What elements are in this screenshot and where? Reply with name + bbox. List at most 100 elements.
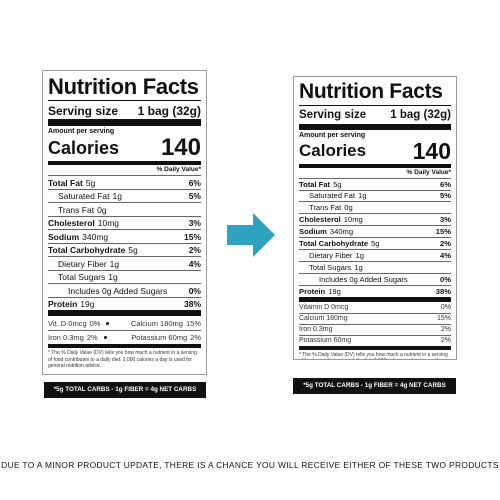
vitamin-cell: Vit. D 0mcg 0% (48, 319, 100, 328)
nutrient-amount: 1g (354, 262, 363, 272)
nutrient-row: Cholesterol 10mg 3% (299, 213, 451, 225)
nutrient-name: Includes 0g Added Sugars (68, 285, 168, 296)
thick-divider (299, 123, 451, 130)
nutrient-amount: 19g (80, 299, 95, 310)
nutrient-name: Trans Fat (58, 204, 95, 215)
nutrient-name: Protein (48, 299, 78, 310)
calories-row: Calories 140 (48, 134, 201, 161)
vitamin-name: Iron 0.3mg (48, 333, 84, 343)
serving-row: Serving size 1 bag (32g) (299, 107, 451, 124)
vitamin-name: Potassium 60mg (131, 333, 188, 343)
nutrient-row: Cholesterol 10mg 3% (48, 215, 201, 230)
nutrient-row: Includes 0g Added Sugars 0% (299, 272, 451, 285)
medium-divider (299, 345, 451, 350)
nutrient-dv: 0% (440, 274, 451, 284)
vitamin-row: Calcium 180mg 15% (299, 312, 451, 324)
nutrient-amount: 0g (97, 204, 107, 215)
vitamin-row: Vit. D 0mcg 0% Calcium 180mg 15% (48, 316, 201, 330)
vitamin-name: Iron 0.3mg (299, 326, 333, 334)
vitamin-row: Potassium 60mg 2% (299, 334, 451, 346)
nutrient-amount: 5g (128, 245, 138, 256)
nutrient-name: Saturated Fat (58, 191, 110, 202)
nutrient-dv: 5% (188, 191, 201, 202)
nutrient-name: Protein (299, 286, 326, 296)
nutrient-name: Includes 0g Added Sugars (319, 274, 408, 284)
nutrient-row: Total Fat 5g 6% (299, 177, 451, 190)
nutrient-amount: 19g (328, 286, 341, 296)
vitamin-dv: 0% (89, 318, 101, 328)
nutrient-name: Cholesterol (48, 218, 95, 229)
calories-row: Calories 140 (299, 137, 451, 164)
serving-value: 1 bag (32g) (137, 103, 201, 118)
nutrient-name: Sodium (48, 231, 80, 242)
vitamin-row: Iron 0.3mg 2% (299, 323, 451, 335)
serving-label: Serving size (299, 109, 367, 122)
thick-divider (299, 296, 451, 302)
nutrient-amount: 1g (358, 191, 367, 201)
nutrient-dv: 38% (435, 286, 451, 296)
nutrient-name: Saturated Fat (309, 191, 356, 201)
nutrient-amount: 340mg (82, 231, 109, 242)
footnote: * The % Daily Value (DV) tells you how m… (48, 350, 197, 369)
nutrient-amount: 340mg (329, 227, 354, 237)
nutrient-amount: 10mg (343, 215, 363, 225)
vitamin-name: Calcium 180mg (130, 318, 183, 328)
divider (299, 105, 451, 107)
nutrient-amount: 5g (371, 239, 380, 249)
vitamin-row: Iron 0.3mg 2% Potassium 60mg 2% (48, 330, 201, 344)
nutrient-row: Total Carbohydrate 5g 2% (48, 242, 201, 257)
nutrient-row: Trans Fat 0g (299, 201, 451, 213)
amount-label: Amount per serving (48, 128, 115, 136)
serving-value: 1 bag (32g) (390, 109, 451, 122)
serving-label: Serving size (48, 103, 119, 118)
nutrient-amount: 5g (85, 177, 96, 188)
nutrient-dv: 6% (440, 179, 451, 189)
nutrient-name: Total Carbohydrate (48, 245, 126, 256)
net-carbs-box: *5g TOTAL CARBS - 1g FIBER = 4g NET CARB… (44, 382, 206, 398)
nutrient-name: Total Sugars (58, 272, 106, 283)
label-title: Nutrition Facts (48, 74, 199, 99)
nutrient-dv: 38% (183, 299, 201, 310)
nutrient-name: Cholesterol (299, 215, 341, 225)
nutrient-amount: 1g (112, 191, 122, 202)
vitamin-name: Vitamin D 0mcg (299, 303, 349, 311)
nutrient-dv: 5% (440, 191, 451, 201)
nutrient-dv: 3% (188, 218, 201, 229)
vitamin-name: Vit. D 0mcg (48, 318, 87, 328)
nutrition-label: Nutrition Facts Serving size 1 bag (32g) Am… (293, 76, 457, 360)
nutrient-amount: 1g (108, 272, 118, 283)
bullet (103, 336, 107, 340)
vitamin-dv: 2% (190, 333, 201, 343)
vitamin-dv: 2% (86, 333, 98, 343)
dv-header: % Daily Value* (406, 168, 451, 176)
nutrient-dv: 15% (183, 231, 201, 242)
dv-header: % Daily Value* (156, 166, 201, 174)
nutrient-row: Sodium 340mg 15% (299, 225, 451, 237)
calories-label: Calories (48, 137, 120, 158)
calories-value: 140 (412, 137, 451, 164)
nutrition-label: Nutrition Facts Serving size 1 bag (32g) Am… (42, 70, 207, 375)
nutrient-dv: 3% (440, 215, 451, 225)
vitamin-dv: 2% (440, 326, 451, 334)
nutrient-amount: 10mg (97, 218, 120, 229)
nutrient-dv: 2% (440, 239, 451, 249)
serving-row: Serving size 1 bag (32g) (48, 102, 201, 119)
label-title: Nutrition Facts (299, 80, 443, 103)
arrow-shape (227, 213, 275, 257)
medium-divider (48, 161, 201, 166)
vitamin-name: Calcium 180mg (299, 315, 348, 323)
vitamin-name: Potassium 60mg (299, 337, 352, 345)
nutrient-row: Sodium 340mg 15% (48, 229, 201, 243)
nutrient-row: Total Sugars 1g (48, 269, 201, 284)
net-carbs-box: *5g TOTAL CARBS - 1g FIBER = 4g NET CARB… (293, 378, 456, 394)
medium-divider (299, 163, 451, 168)
calories-label: Calories (299, 141, 367, 161)
nutrient-amount: 1g (109, 258, 120, 269)
nutrient-dv: 4% (188, 258, 201, 269)
nutrient-dv: 2% (188, 245, 201, 256)
nutrient-row: Total Carbohydrate 5g 2% (299, 237, 451, 249)
nutrient-amount: 5g (333, 179, 342, 189)
nutrient-row: Saturated Fat 1g 5% (48, 188, 201, 203)
